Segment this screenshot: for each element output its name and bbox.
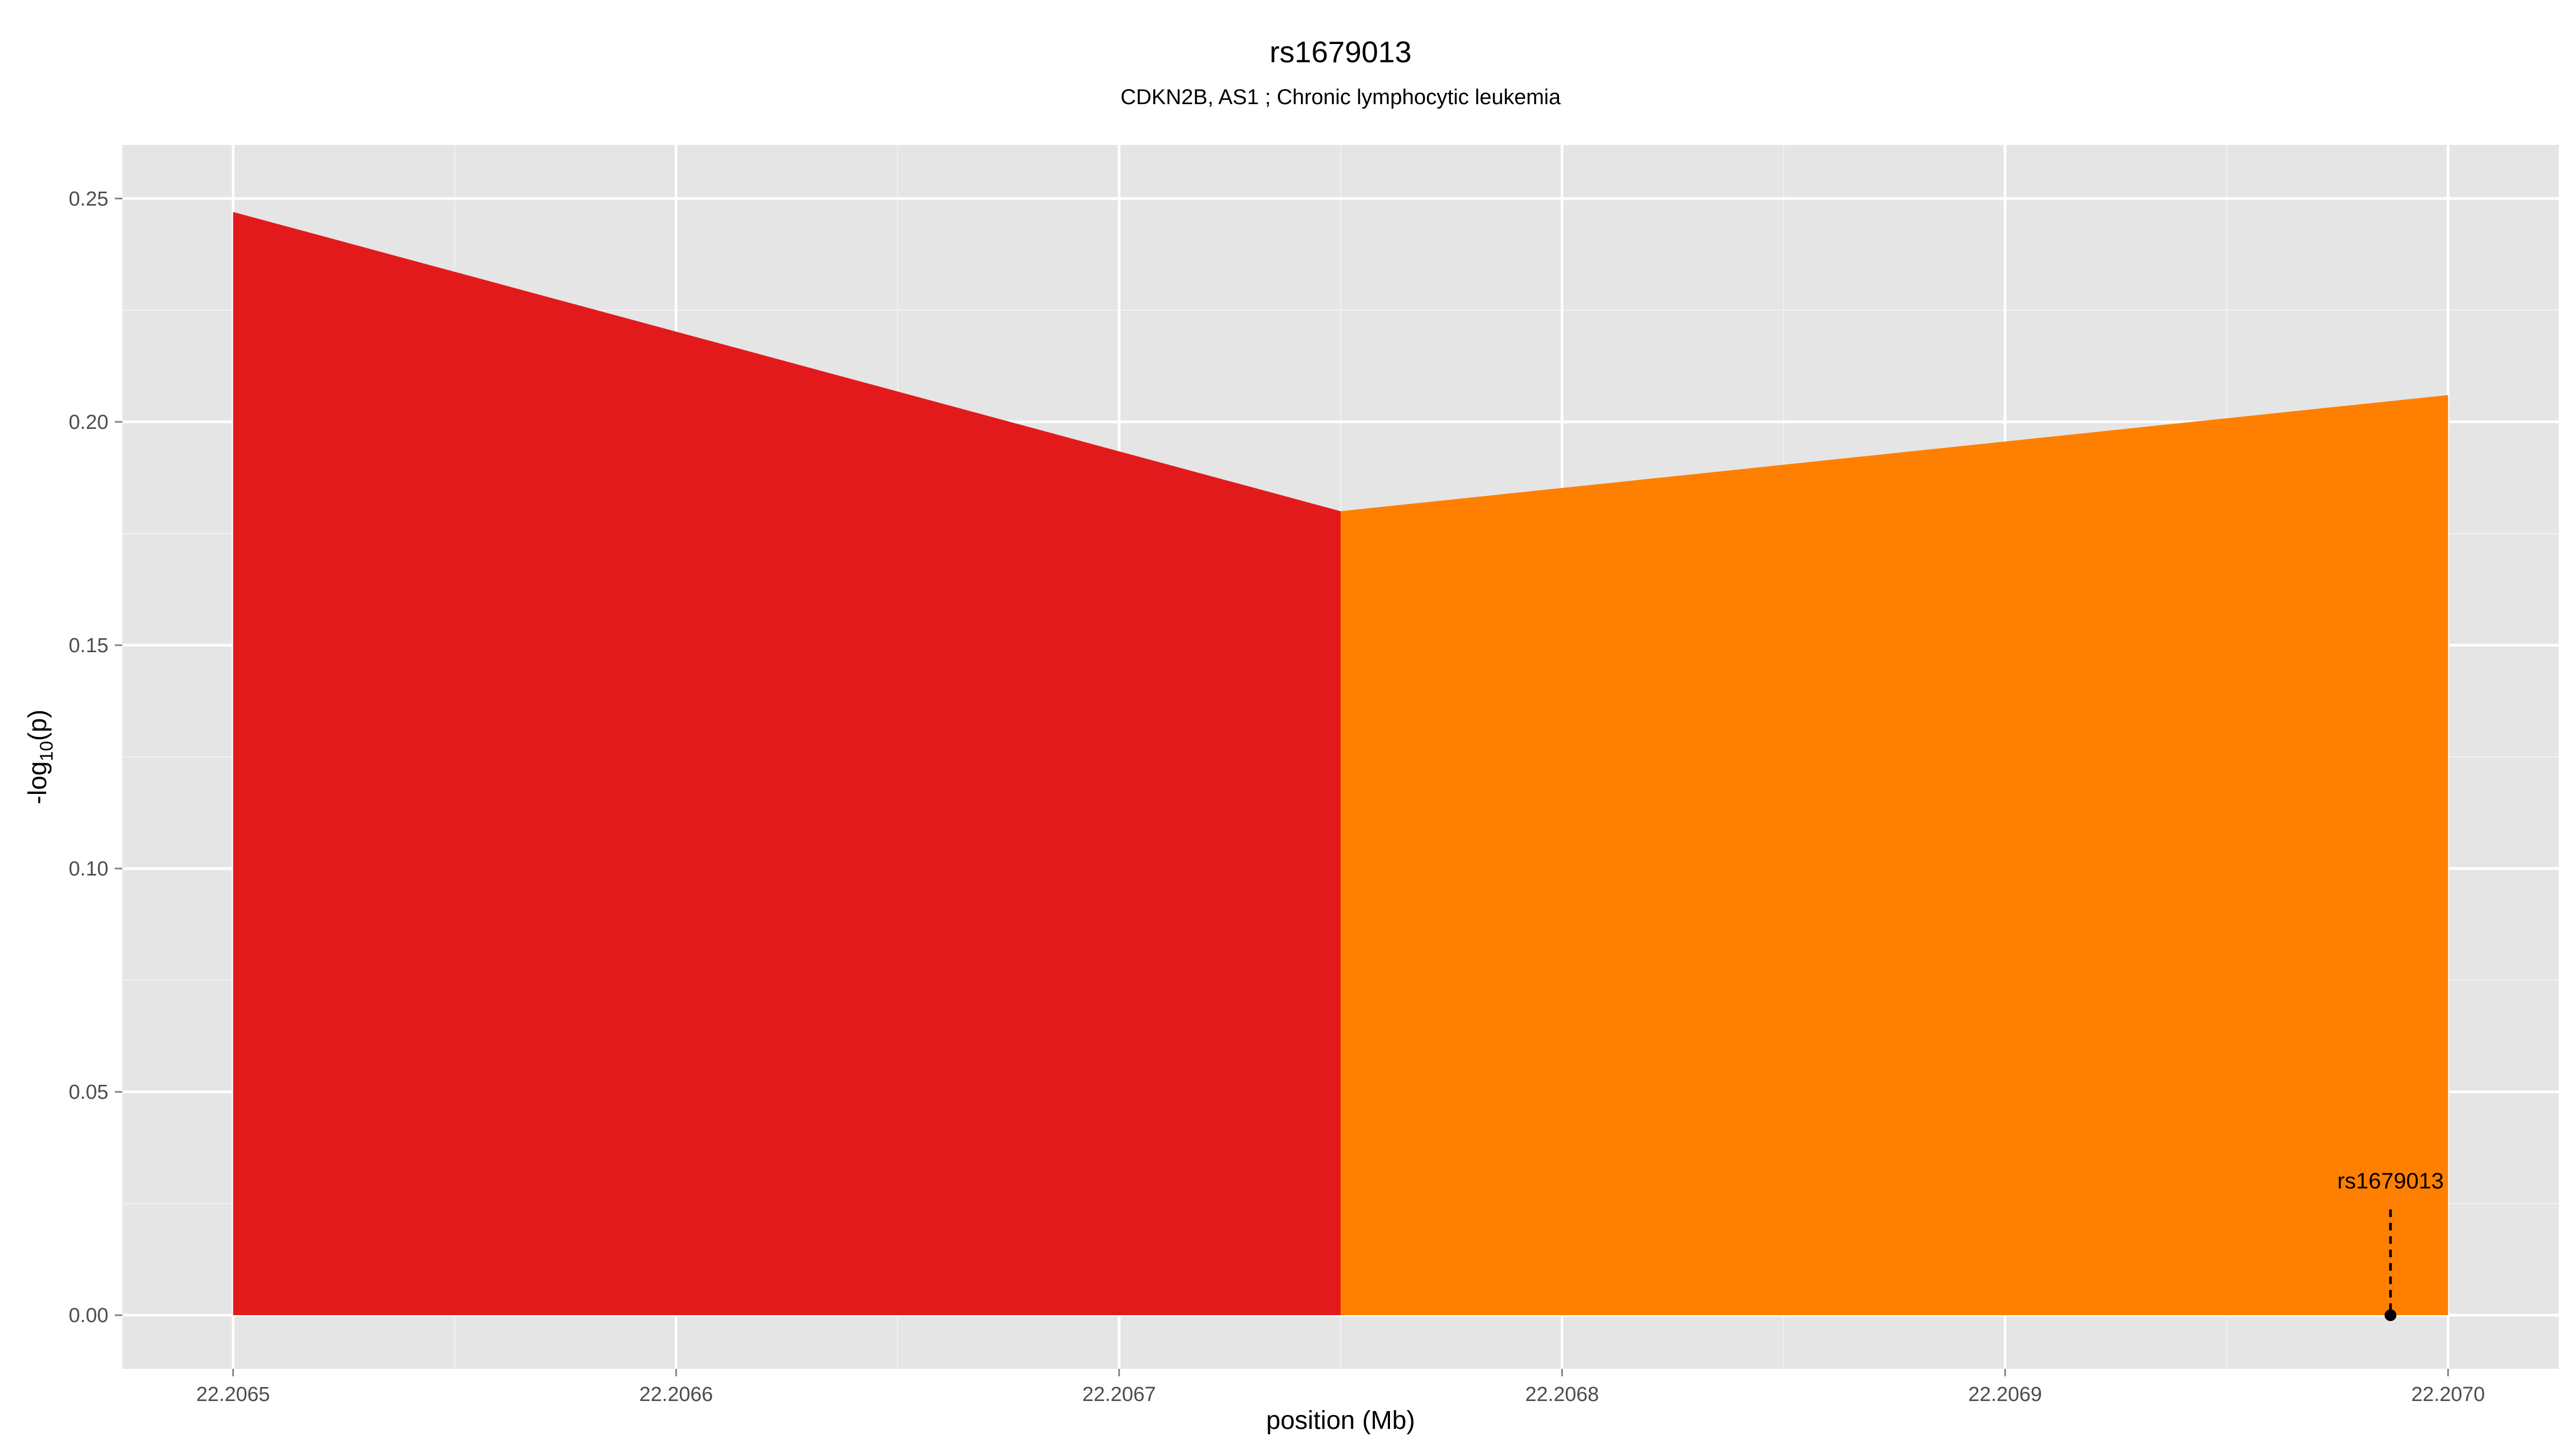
- y-tick-label: 0.15: [69, 634, 108, 657]
- y-tick-label: 0.00: [69, 1304, 108, 1327]
- x-axis: 22.2065 22.2066 22.2067 22.2068 22.2069 22.20…: [196, 1369, 2485, 1406]
- x-axis-label: position (Mb): [1266, 1406, 1415, 1435]
- y-axis-label-suffix: (p): [24, 710, 52, 741]
- area-segment-1: [233, 211, 1341, 1316]
- y-tick-label: 0.20: [69, 411, 108, 434]
- area-series: [233, 211, 2448, 1316]
- y-axis-label-prefix: -log: [24, 761, 52, 804]
- y-tick-label: 0.10: [69, 858, 108, 880]
- y-tick-label: 0.25: [69, 188, 108, 210]
- y-axis-label-subscript: 10: [36, 741, 57, 761]
- x-tick-label: 22.2065: [196, 1383, 270, 1406]
- chart-title: rs1679013: [1270, 35, 1412, 69]
- y-axis: 0.00 0.05 0.10 0.15 0.20 0.25: [69, 188, 122, 1327]
- x-tick-label: 22.2068: [1525, 1383, 1599, 1406]
- x-tick-label: 22.2069: [1968, 1383, 2041, 1406]
- y-tick-label: 0.05: [69, 1081, 108, 1104]
- chart-subtitle: CDKN2B, AS1 ; Chronic lymphocytic leukem…: [1121, 85, 1561, 109]
- x-tick-label: 22.2067: [1082, 1383, 1156, 1406]
- x-tick-label: 22.2070: [2411, 1383, 2485, 1406]
- y-axis-label: -log10(p): [24, 710, 57, 805]
- annotations: rs1679013: [2337, 1168, 2444, 1322]
- x-tick-label: 22.2066: [639, 1383, 713, 1406]
- annotation-label: rs1679013: [2337, 1168, 2444, 1193]
- annotation-point: [2384, 1309, 2397, 1322]
- area-segment-2: [1341, 395, 2448, 1316]
